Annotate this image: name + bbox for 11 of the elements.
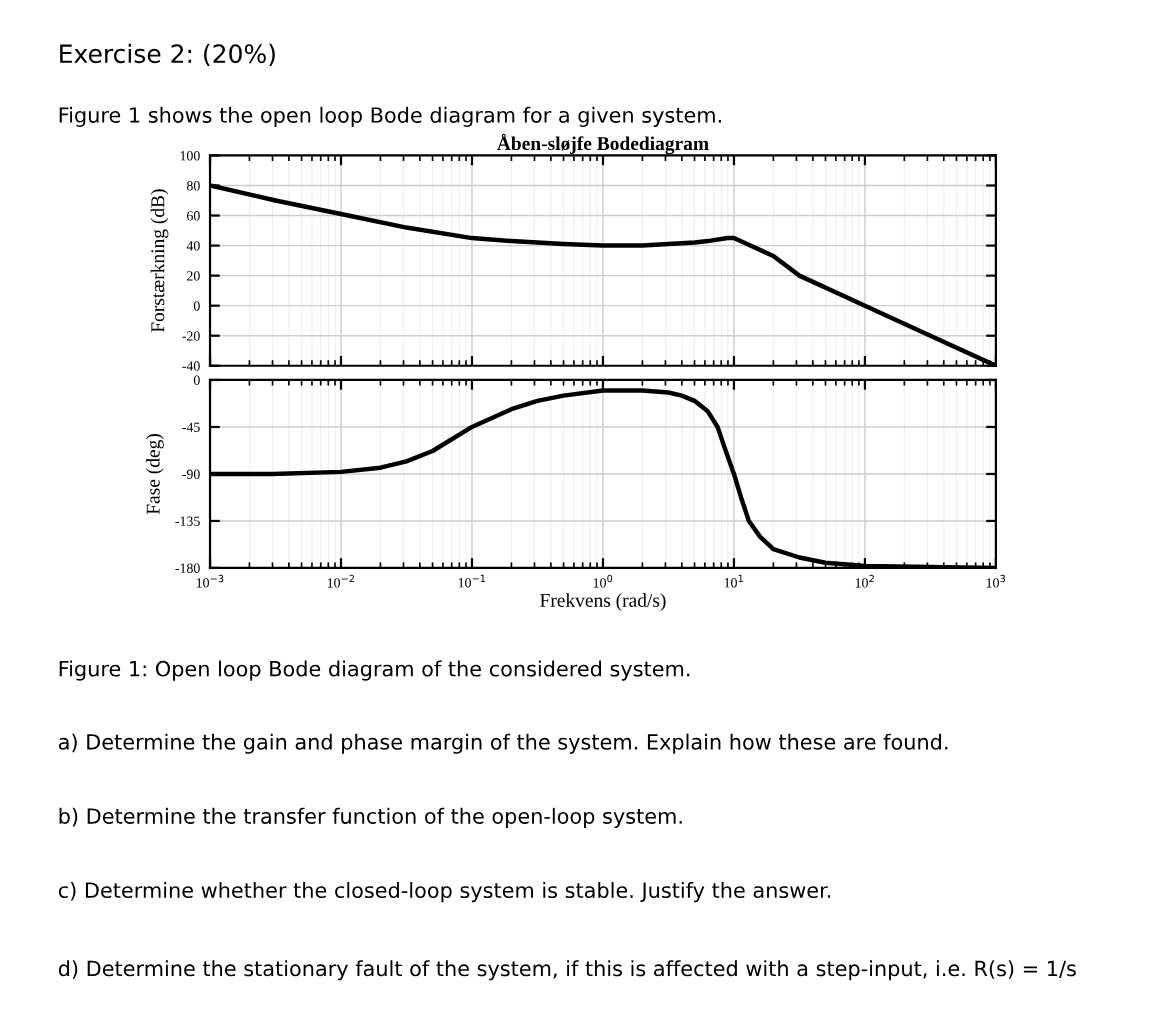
- text: d) Determine the stationary fault of the system, if this is affected with a step-input, i.e. R(s) = 1/s: [58, 960, 1076, 981]
- text: c) Determine whether the closed-loop system is stable. Justify the answer.: [58, 881, 831, 903]
- caption: Figure 1 shows the open loop Bode diagram for a given system.: [59, 106, 721, 127]
- y-axis-title: Fase (deg): [146, 434, 164, 515]
- text: Exercise 2: (20%): [60, 43, 275, 67]
- y-axis-title: Forstærkning (dB): [150, 189, 169, 333]
- text: b) Determine the transfer function of the open-loop system.: [59, 807, 682, 828]
- text: a) Determine the gain and phase margin of the system. Explain how these are found.: [58, 733, 948, 754]
- x-axis-title: Frekvens (rad/s): [540, 593, 666, 611]
- caption: Figure 1: Open loop Bode diagram of the considered system.: [59, 660, 690, 681]
- chart-title: Åben-sløjfe Bodediagram: [497, 133, 709, 155]
